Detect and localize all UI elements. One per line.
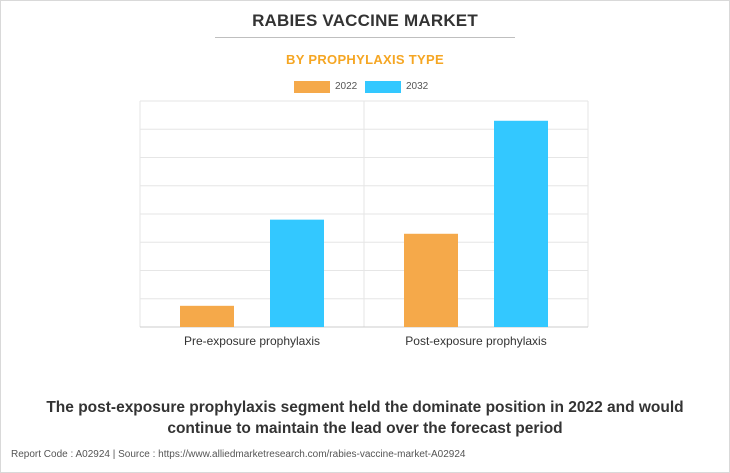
chart-subtitle: BY PROPHYLAXIS TYPE (286, 52, 444, 67)
x-tick-label: Pre-exposure prophylaxis (184, 334, 320, 348)
report-footer: Report Code : A02924 | Source : https://… (11, 449, 466, 460)
bar-2022-pre-exposure (180, 305, 234, 327)
legend-swatch-2032 (365, 81, 401, 93)
bar-2022-post-exposure (404, 233, 458, 327)
legend-label-2022: 2022 (335, 81, 358, 92)
chart-caption: The post-exposure prophylaxis segment he… (46, 399, 684, 437)
bar-2032-post-exposure (494, 120, 548, 328)
bar-2032-pre-exposure (270, 219, 324, 327)
x-tick-label: Post-exposure prophylaxis (405, 334, 546, 348)
legend: 2022 2032 (0, 80, 730, 94)
legend-swatch-2022 (294, 81, 330, 93)
legend-label-2032: 2032 (406, 81, 429, 92)
chart-title: RABIES VACCINE MARKET (252, 11, 478, 30)
title-divider (215, 37, 515, 38)
